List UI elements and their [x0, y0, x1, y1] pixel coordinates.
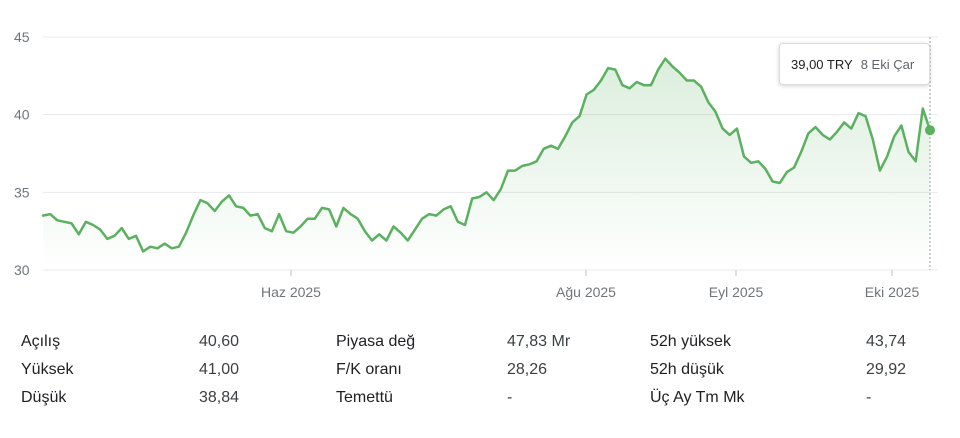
x-tick-label-0: Haz 2025: [261, 284, 321, 300]
price-chart[interactable]: 30 35 40 45 Haz 2025 Ağu 2025 Eyl 2025 Eki 2025…: [0, 0, 960, 310]
stat-value-market-cap: 47,83 Mr: [507, 333, 571, 350]
last-price-dot: [925, 125, 935, 136]
price-tooltip: 39,00 TRY 8 Eki Çar: [779, 43, 930, 85]
tooltip-price: 39,00 TRY: [791, 56, 853, 72]
stat-value-high: 41,00: [198, 361, 239, 378]
stats-table: Açılış 40,60 Yüksek 41,00 Düşük 38,84 Pi…: [0, 328, 960, 428]
y-tick-label-30: 30: [14, 262, 30, 278]
price-line: [41, 57, 932, 253]
stat-value-low: 38,84: [198, 389, 239, 406]
stat-value-52w-low: 29,92: [866, 361, 907, 378]
price-chart-svg[interactable]: 30 35 40 45 Haz 2025 Ağu 2025 Eyl 2025 Eki 2025: [0, 0, 960, 310]
stat-label-dividend: Temettü: [336, 389, 393, 406]
stat-label-pe-ratio: F/K oranı: [336, 361, 402, 378]
y-tick-label-40: 40: [14, 107, 30, 123]
x-tick-label-3: Eki 2025: [865, 284, 920, 300]
stat-label-52w-high: 52h yüksek: [650, 333, 731, 350]
price-area-fill: [43, 58, 930, 271]
stat-label-3m-avg-volume: Üç Ay Tm Mk: [650, 389, 745, 406]
stat-value-3m-avg-volume: -: [866, 389, 872, 406]
x-tick-label-2: Eyl 2025: [709, 284, 764, 300]
y-tick-label-45: 45: [14, 29, 30, 45]
stat-label-open: Açılış: [21, 333, 61, 350]
stat-value-dividend: -: [507, 389, 513, 406]
stat-label-market-cap: Piyasa değ: [336, 333, 416, 350]
stat-label-52w-low: 52h düşük: [650, 361, 724, 378]
stat-label-low: Düşük: [21, 389, 67, 406]
stat-label-high: Yüksek: [21, 361, 74, 378]
stat-value-52w-high: 43,74: [866, 333, 907, 350]
stat-value-open: 40,60: [198, 333, 239, 350]
tooltip-date: 8 Eki Çar: [860, 56, 915, 72]
x-tick-label-1: Ağu 2025: [556, 284, 616, 300]
stat-value-pe-ratio: 28,26: [507, 361, 548, 378]
y-tick-label-35: 35: [14, 184, 30, 200]
